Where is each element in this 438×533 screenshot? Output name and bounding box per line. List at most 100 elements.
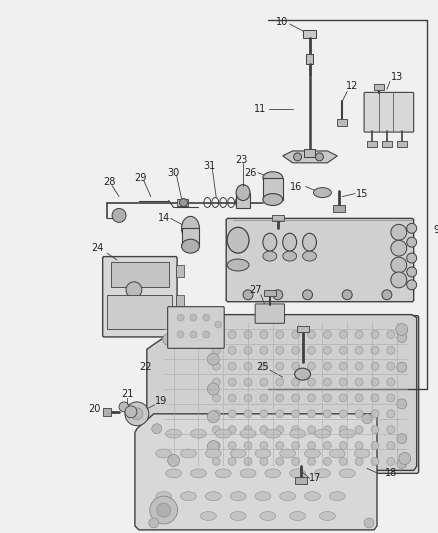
FancyBboxPatch shape <box>102 256 177 337</box>
Circle shape <box>190 331 197 338</box>
Circle shape <box>390 272 406 288</box>
Circle shape <box>244 442 251 449</box>
Circle shape <box>243 290 252 300</box>
Bar <box>271 215 283 221</box>
Bar <box>175 295 183 306</box>
Ellipse shape <box>181 216 199 240</box>
Circle shape <box>307 330 315 338</box>
Ellipse shape <box>262 251 276 261</box>
Circle shape <box>275 362 283 370</box>
Text: 20: 20 <box>88 404 100 414</box>
Circle shape <box>406 237 416 247</box>
Circle shape <box>307 378 315 386</box>
Circle shape <box>370 330 378 338</box>
Circle shape <box>291 394 299 402</box>
Circle shape <box>370 442 378 449</box>
Circle shape <box>244 426 251 434</box>
FancyBboxPatch shape <box>254 304 284 324</box>
Circle shape <box>112 208 126 222</box>
Circle shape <box>307 426 315 434</box>
Circle shape <box>212 346 220 354</box>
Circle shape <box>396 333 406 342</box>
Circle shape <box>131 408 142 420</box>
Ellipse shape <box>262 172 282 184</box>
Bar <box>176 199 188 206</box>
Circle shape <box>212 410 220 418</box>
Circle shape <box>386 378 394 386</box>
Bar <box>381 141 391 147</box>
Ellipse shape <box>313 188 331 198</box>
Ellipse shape <box>314 469 330 478</box>
Circle shape <box>126 282 141 298</box>
Circle shape <box>307 442 315 449</box>
Circle shape <box>386 426 394 434</box>
Ellipse shape <box>264 429 280 438</box>
Ellipse shape <box>165 429 181 438</box>
Bar <box>396 141 406 147</box>
Circle shape <box>291 346 299 354</box>
Ellipse shape <box>254 492 270 500</box>
Ellipse shape <box>226 259 248 271</box>
Text: 23: 23 <box>234 155 247 165</box>
Circle shape <box>212 426 220 434</box>
Bar <box>305 54 313 63</box>
Circle shape <box>212 457 220 465</box>
Circle shape <box>228 330 236 338</box>
Bar <box>373 84 383 91</box>
Circle shape <box>259 394 267 402</box>
Circle shape <box>390 257 406 273</box>
Ellipse shape <box>328 449 344 458</box>
Circle shape <box>119 402 129 412</box>
Circle shape <box>339 394 346 402</box>
Circle shape <box>228 378 236 386</box>
Circle shape <box>370 457 378 465</box>
Circle shape <box>212 378 220 386</box>
Bar <box>107 295 171 329</box>
Text: 28: 28 <box>102 176 115 187</box>
Circle shape <box>370 426 378 434</box>
Circle shape <box>386 442 394 449</box>
Circle shape <box>149 496 177 524</box>
Ellipse shape <box>230 449 245 458</box>
Circle shape <box>307 346 315 354</box>
Circle shape <box>244 378 251 386</box>
Circle shape <box>386 457 394 465</box>
Circle shape <box>398 453 410 464</box>
Text: 26: 26 <box>243 168 256 177</box>
Circle shape <box>354 362 362 370</box>
Circle shape <box>272 290 282 300</box>
Circle shape <box>228 394 236 402</box>
Ellipse shape <box>180 492 196 500</box>
Ellipse shape <box>314 429 330 438</box>
Circle shape <box>259 426 267 434</box>
Circle shape <box>386 330 394 338</box>
Text: 14: 14 <box>157 213 170 223</box>
Text: 19: 19 <box>154 396 166 406</box>
Circle shape <box>259 378 267 386</box>
Bar <box>263 290 275 296</box>
Text: 24: 24 <box>91 243 103 253</box>
Circle shape <box>177 314 184 321</box>
Circle shape <box>307 410 315 418</box>
Bar <box>262 177 282 199</box>
Circle shape <box>370 346 378 354</box>
Ellipse shape <box>205 449 221 458</box>
Ellipse shape <box>226 227 248 253</box>
Circle shape <box>156 503 170 517</box>
Circle shape <box>339 346 346 354</box>
Circle shape <box>259 442 267 449</box>
Ellipse shape <box>304 492 320 500</box>
Bar <box>303 149 315 157</box>
Ellipse shape <box>180 449 196 458</box>
Ellipse shape <box>155 449 171 458</box>
Text: 12: 12 <box>345 82 357 92</box>
Circle shape <box>323 442 331 449</box>
Circle shape <box>244 394 251 402</box>
Circle shape <box>275 394 283 402</box>
Polygon shape <box>282 151 336 163</box>
Circle shape <box>207 383 219 395</box>
Circle shape <box>339 426 346 434</box>
Ellipse shape <box>259 512 275 520</box>
Circle shape <box>207 353 219 365</box>
Ellipse shape <box>215 469 231 478</box>
